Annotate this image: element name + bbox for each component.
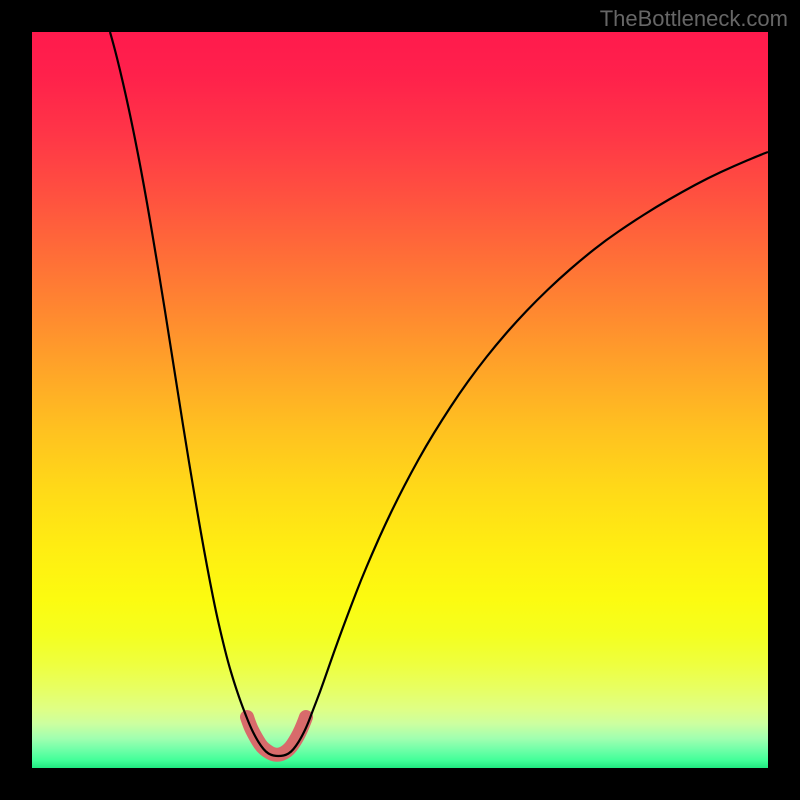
watermark-text: TheBottleneck.com	[600, 6, 788, 32]
plot-area	[32, 32, 768, 768]
bottleneck-curve	[110, 32, 768, 756]
curve-layer	[32, 32, 768, 768]
